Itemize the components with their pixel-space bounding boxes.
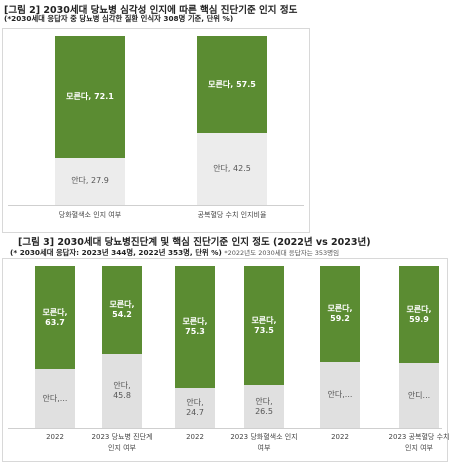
chart1-title: [그림 2] 2030세대 당뇨병 심각성 인지에 따른 핵심 진단기준 인지 …: [4, 5, 298, 16]
chart2-baseline: [8, 428, 442, 429]
bar-segment-anda: 안다,...: [35, 369, 75, 428]
bar-segment-anda: 안다, 24.7: [175, 387, 215, 428]
x-tick-label: 공복혈당 수치 인지비율: [197, 211, 267, 219]
bar-segment-moreunda: 모른다, 59.9: [399, 266, 439, 364]
chart2-subtitle: (* 2030세대 응답자: 2023년 344명, 2022년 353명, 단…: [10, 247, 339, 258]
chart2-subtitle-text: (* 2030세대 응답자: 2023년 344명, 2022년 353명, 단…: [10, 248, 222, 257]
bar-segment-anda: 안다, 45.8: [102, 353, 142, 428]
bar-segment-anda: 안다, 42.5: [197, 133, 267, 205]
bar-segment-anda: 안다, 27.9: [55, 157, 125, 205]
bar-segment-moreunda: 모른다, 75.3: [175, 266, 215, 388]
bar-segment-moreunda: 모른다, 72.1: [55, 36, 125, 158]
bar-segment-anda: 안다,...: [320, 361, 360, 428]
bar-segment-moreunda: 모른다, 59.2: [320, 266, 360, 362]
bar-segment-moreunda: 모른다, 57.5: [197, 36, 267, 134]
chart1-subtitle: (*2030세대 응답자 중 당뇨병 심각한 질환 인식자 308명 기준, 단…: [4, 14, 234, 23]
chart2-title: [그림 3] 2030세대 당뇨병진단계 및 핵심 진단기준 인지 정도 (20…: [18, 237, 371, 248]
x-tick-label: 2023 공복혈당 수치 인지 여부: [388, 433, 450, 452]
x-tick-label: 2022: [46, 433, 64, 441]
bar-segment-anda: 안다, 26.5: [244, 385, 284, 428]
chart2-frame: [2, 258, 448, 462]
chart2-note: *2022년도 2030세대 응답자는 353명임: [224, 249, 340, 257]
chart1-baseline: [8, 205, 304, 206]
chart1-frame: [2, 28, 310, 233]
bar-segment-anda: 안디...: [399, 363, 439, 428]
x-tick-label: 2022: [186, 433, 204, 441]
bar-segment-moreunda: 모른다, 73.5: [244, 266, 284, 386]
x-tick-label: 2023 당화혈색소 인지 여부: [230, 433, 298, 452]
bar-segment-moreunda: 모른다, 54.2: [102, 266, 142, 354]
x-tick-label: 2023 당뇨병 진단계 인지 여부: [91, 433, 153, 452]
x-tick-label: 당화혈색소 인지 여부: [58, 211, 122, 219]
bar-segment-moreunda: 모른다, 63.7: [35, 266, 75, 370]
x-tick-label: 2022: [331, 433, 349, 441]
